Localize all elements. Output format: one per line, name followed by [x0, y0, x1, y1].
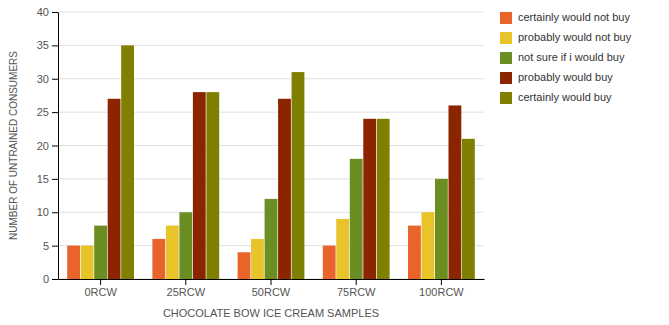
- y-tick-label: 25: [37, 106, 49, 118]
- legend-label: certainly would buy: [518, 91, 612, 103]
- y-tick-label: 40: [37, 6, 49, 18]
- x-tick-label: 100RCW: [419, 286, 464, 298]
- y-tick-label: 15: [37, 173, 49, 185]
- legend-swatch: [500, 72, 512, 84]
- x-tick: 0RCW: [84, 279, 117, 298]
- bar-series: [94, 159, 448, 279]
- y-tick: 25: [37, 106, 58, 118]
- bar-series: [121, 45, 475, 279]
- x-tick-label: 25RCW: [167, 286, 206, 298]
- x-tick-label: 50RCW: [252, 286, 291, 298]
- bar: [152, 239, 165, 279]
- bar: [363, 119, 376, 279]
- y-axis-title: NUMBER OF UNTRAINED CONSUMERS: [8, 51, 19, 240]
- y-tick-mark: [52, 146, 58, 147]
- y-tick-mark: [52, 45, 58, 46]
- legend-item: certainly would buy: [500, 91, 612, 104]
- y-tick: 5: [43, 240, 58, 252]
- x-tick-mark: [356, 279, 357, 285]
- legend-label: certainly would not buy: [518, 11, 630, 23]
- x-axis-title: CHOCOLATE BOW ICE CREAM SAMPLES: [163, 307, 379, 319]
- y-tick-label: 10: [37, 206, 49, 218]
- bar-series: [108, 92, 462, 279]
- bar: [265, 199, 278, 279]
- legend-label: probably would not buy: [518, 31, 632, 43]
- x-tick: 75RCW: [337, 279, 376, 298]
- y-tick: 10: [37, 206, 58, 218]
- bar: [292, 72, 305, 279]
- bar: [278, 99, 291, 279]
- y-axis: 0 5 10 15 20 25 30 35 40: [37, 6, 59, 285]
- x-tick: 100RCW: [419, 279, 464, 298]
- y-tick: 0: [43, 273, 58, 285]
- grid-line: [58, 12, 484, 13]
- legend-item: certainly would not buy: [500, 11, 630, 24]
- y-tick-mark: [52, 212, 58, 213]
- bar: [336, 219, 349, 279]
- x-tick-label: 0RCW: [84, 286, 117, 298]
- y-tick-mark: [52, 279, 58, 280]
- y-tick-label: 0: [43, 273, 49, 285]
- legend-swatch: [500, 32, 512, 44]
- x-tick: 25RCW: [167, 279, 206, 298]
- bar: [462, 139, 475, 279]
- legend-item: probably would buy: [500, 71, 613, 84]
- legend-label: not sure if i would buy: [518, 51, 625, 63]
- y-tick: 40: [37, 6, 58, 18]
- bar: [323, 246, 336, 279]
- y-tick: 35: [37, 39, 58, 51]
- chart-container: 0 5 10 15 20 25 30 35 40 0RCW 25RCW 50RCW 75RCW 100RC…: [0, 0, 669, 325]
- y-axis-line: [58, 13, 59, 280]
- y-tick: 20: [37, 140, 58, 152]
- y-tick-label: 5: [43, 240, 49, 252]
- y-tick-label: 35: [37, 39, 49, 51]
- x-tick-mark: [100, 279, 101, 285]
- bar: [193, 92, 206, 279]
- x-tick-mark: [441, 279, 442, 285]
- bar: [94, 226, 107, 279]
- y-tick: 30: [37, 73, 58, 85]
- bar: [350, 159, 363, 279]
- bar: [377, 119, 390, 279]
- grid: [58, 12, 484, 279]
- legend-swatch: [500, 12, 512, 24]
- y-tick-mark: [52, 79, 58, 80]
- legend: certainly would not buy probably would no…: [500, 11, 632, 104]
- plot-area: 0 5 10 15 20 25 30 35 40 0RCW 25RCW 50RCW 75RCW 100RC…: [37, 6, 485, 298]
- bar: [251, 239, 264, 279]
- legend-swatch: [500, 52, 512, 64]
- bar: [238, 252, 251, 279]
- y-tick-label: 30: [37, 73, 49, 85]
- bar: [448, 105, 461, 279]
- y-tick-mark: [52, 112, 58, 113]
- x-axis: 0RCW 25RCW 50RCW 75RCW 100RCW: [59, 279, 485, 298]
- y-tick-mark: [52, 246, 58, 247]
- legend-swatch: [500, 92, 512, 104]
- bar: [121, 45, 134, 279]
- x-tick-mark: [271, 279, 272, 285]
- bar: [421, 212, 434, 279]
- bar: [67, 246, 80, 279]
- bars: [67, 45, 475, 279]
- bar: [81, 246, 94, 279]
- bar: [435, 179, 448, 279]
- x-tick: 50RCW: [252, 279, 291, 298]
- legend-label: probably would buy: [518, 71, 613, 83]
- bar: [206, 92, 219, 279]
- y-tick: 15: [37, 173, 58, 185]
- bar: [108, 99, 121, 279]
- legend-item: not sure if i would buy: [500, 51, 625, 64]
- bar: [179, 212, 192, 279]
- y-tick-mark: [52, 179, 58, 180]
- bar: [408, 226, 421, 279]
- y-tick-mark: [52, 12, 58, 13]
- bar: [166, 226, 179, 279]
- y-tick-label: 20: [37, 140, 49, 152]
- legend-item: probably would not buy: [500, 31, 632, 44]
- x-tick-mark: [185, 279, 186, 285]
- chart-svg: 0 5 10 15 20 25 30 35 40 0RCW 25RCW 50RCW 75RCW 100RC…: [0, 0, 669, 325]
- x-tick-label: 75RCW: [337, 286, 376, 298]
